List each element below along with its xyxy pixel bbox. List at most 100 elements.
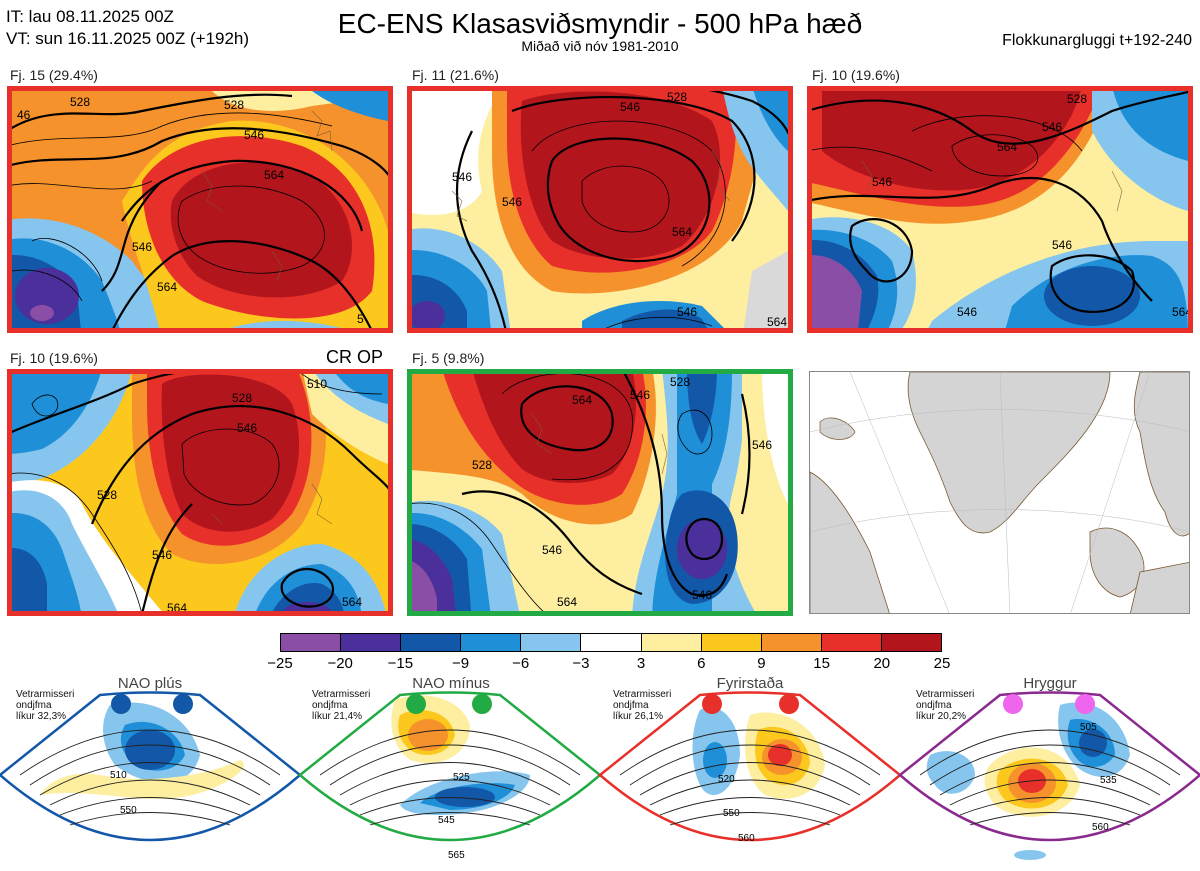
regime-title: NAO mínus xyxy=(412,675,490,692)
regime-contour-label: 510 xyxy=(110,770,127,781)
regime-contour-label: 560 xyxy=(1092,822,1109,833)
regime-ridge xyxy=(898,691,1200,860)
weather-regimes: 510 550 525 545 565 520 550 560 505 535 … xyxy=(0,675,1200,871)
colorbar-tick-label: −15 xyxy=(387,655,414,672)
contour-label: 528 xyxy=(670,375,690,389)
regime-blocking xyxy=(598,691,902,842)
contour-label: 546 xyxy=(1052,238,1072,252)
contour-label: 564 xyxy=(672,225,692,239)
regime-info-line: líkur 26,1% xyxy=(613,711,664,722)
contour-label: 546 xyxy=(542,543,562,557)
valid-time: VT: sun 16.11.2025 00Z (+192h) xyxy=(6,29,250,48)
contour-label: 546 xyxy=(244,128,264,142)
contour-label: 564 xyxy=(767,315,787,328)
colorbar-tick-label: 25 xyxy=(933,655,951,672)
regime-info: Vetrarmisseri ondjfma líkur 32,3% xyxy=(16,689,74,722)
regime-contour-label: 505 xyxy=(1080,722,1097,733)
panel-2-label: Fj. 11 (21.6%) xyxy=(412,67,499,83)
cluster-map-2: 528 546 546 546 564 546 564 xyxy=(407,86,793,333)
regime-info: Vetrarmisseri ondjfma líkur 20,2% xyxy=(916,689,974,722)
panel-4-label: Fj. 10 (19.6%) xyxy=(10,350,98,366)
contour-label: 564 xyxy=(1172,305,1188,319)
anomaly-colorbar xyxy=(280,633,942,652)
panel-1-label: Fj. 15 (29.4%) xyxy=(10,67,98,83)
colorbar-tick-label: −3 xyxy=(572,655,590,672)
colorbar-tick-label: −20 xyxy=(327,655,353,672)
regime-info-line: líkur 20,2% xyxy=(916,711,967,722)
colorbar-tick-label: 20 xyxy=(873,655,891,672)
cluster-map-1: 46 528 528 546 564 546 564 5 xyxy=(7,86,393,333)
contour-label: 564 xyxy=(342,595,362,609)
contour-label: 528 xyxy=(232,391,252,405)
contour-label: 564 xyxy=(264,168,284,182)
regime-title: Fyrirstaða xyxy=(716,675,784,692)
cluster-map-3: 546 564 546 546 546 564 528 xyxy=(807,86,1193,333)
page-subtitle: Miðað við nóv 1981-2010 xyxy=(521,38,679,54)
regime-info-line: ondjfma xyxy=(613,700,649,711)
regime-nao-minus xyxy=(298,691,602,842)
panel-3-label: Fj. 10 (19.6%) xyxy=(812,67,900,83)
panel-5-label: Fj. 5 (9.8%) xyxy=(412,350,485,366)
contour-label: 528 xyxy=(667,91,687,104)
regime-info-line: ondjfma xyxy=(16,700,52,711)
colorbar-tick-label: 3 xyxy=(636,655,646,672)
regime-info: Vetrarmisseri ondjfma líkur 26,1% xyxy=(613,689,671,722)
regime-contour-label: 560 xyxy=(738,833,755,844)
contour-label: 546 xyxy=(502,195,522,209)
reference-map xyxy=(809,371,1190,614)
regime-contour-label: 550 xyxy=(120,805,137,816)
colorbar-tick-label: 9 xyxy=(757,655,766,672)
contour-label: 528 xyxy=(97,488,117,502)
panel-4-extra-label: CR OP xyxy=(326,347,384,367)
regime-title: Hryggur xyxy=(1023,675,1077,692)
regime-nao-plus xyxy=(0,691,302,842)
regime-info: Vetrarmisseri ondjfma líkur 21,4% xyxy=(312,689,370,722)
contour-label: 546 xyxy=(237,421,257,435)
contour-label: 564 xyxy=(572,393,592,407)
colorbar-tick-label: 6 xyxy=(697,655,706,672)
contour-label: 546 xyxy=(620,100,640,114)
regime-contour-label: 565 xyxy=(448,850,465,861)
header-times: IT: lau 08.11.2025 00Z VT: sun 16.11.202… xyxy=(6,6,249,50)
colorbar-swatch xyxy=(401,634,462,651)
contour-label: 546 xyxy=(677,305,697,319)
contour-label: 546 xyxy=(692,588,712,602)
regime-contour-label: 550 xyxy=(723,808,740,819)
colorbar-swatch xyxy=(761,634,822,651)
colorbar-tick-label: −25 xyxy=(267,655,293,672)
contour-label: 510 xyxy=(307,377,327,391)
regime-info-line: ondjfma xyxy=(916,700,952,711)
colorbar-tick-label: −9 xyxy=(451,655,470,672)
regime-info-line: líkur 32,3% xyxy=(16,711,67,722)
colorbar-swatch xyxy=(581,634,642,651)
issue-time: IT: lau 08.11.2025 00Z xyxy=(6,7,174,26)
regime-info-line: Vetrarmisseri xyxy=(916,689,975,700)
contour-label: 546 xyxy=(630,388,650,402)
regime-info-line: Vetrarmisseri xyxy=(16,689,75,700)
contour-label: 546 xyxy=(132,240,152,254)
colorbar-swatch xyxy=(701,634,762,651)
colorbar-swatch xyxy=(281,634,342,651)
contour-label: 564 xyxy=(157,280,177,294)
classification-window: Flokkunargluggi t+192-240 xyxy=(1002,32,1192,49)
contour-label: 546 xyxy=(1042,120,1062,134)
colorbar-swatch xyxy=(641,634,702,651)
contour-label: 564 xyxy=(167,601,187,611)
colorbar-swatch xyxy=(461,634,522,651)
colorbar-swatch xyxy=(881,634,942,651)
colorbar-swatch xyxy=(341,634,402,651)
contour-label: 564 xyxy=(997,140,1017,154)
contour-label: 528 xyxy=(1067,92,1087,106)
contour-label: 546 xyxy=(152,548,172,562)
contour-label: 546 xyxy=(872,175,892,189)
cluster-map-4: 528 528 546 546 564 510 564 xyxy=(7,369,393,616)
contour-label: 46 xyxy=(17,108,31,122)
contour-label: 528 xyxy=(224,98,244,112)
regime-contour-label: 520 xyxy=(718,774,735,785)
page-title: EC-ENS Klasasviðsmyndir - 500 hPa hæð xyxy=(337,8,863,39)
contour-label: 5 xyxy=(357,312,364,326)
contour-label: 528 xyxy=(472,458,492,472)
regime-title: NAO plús xyxy=(117,675,183,692)
contour-label: 546 xyxy=(957,305,977,319)
contour-label: 546 xyxy=(752,438,772,452)
